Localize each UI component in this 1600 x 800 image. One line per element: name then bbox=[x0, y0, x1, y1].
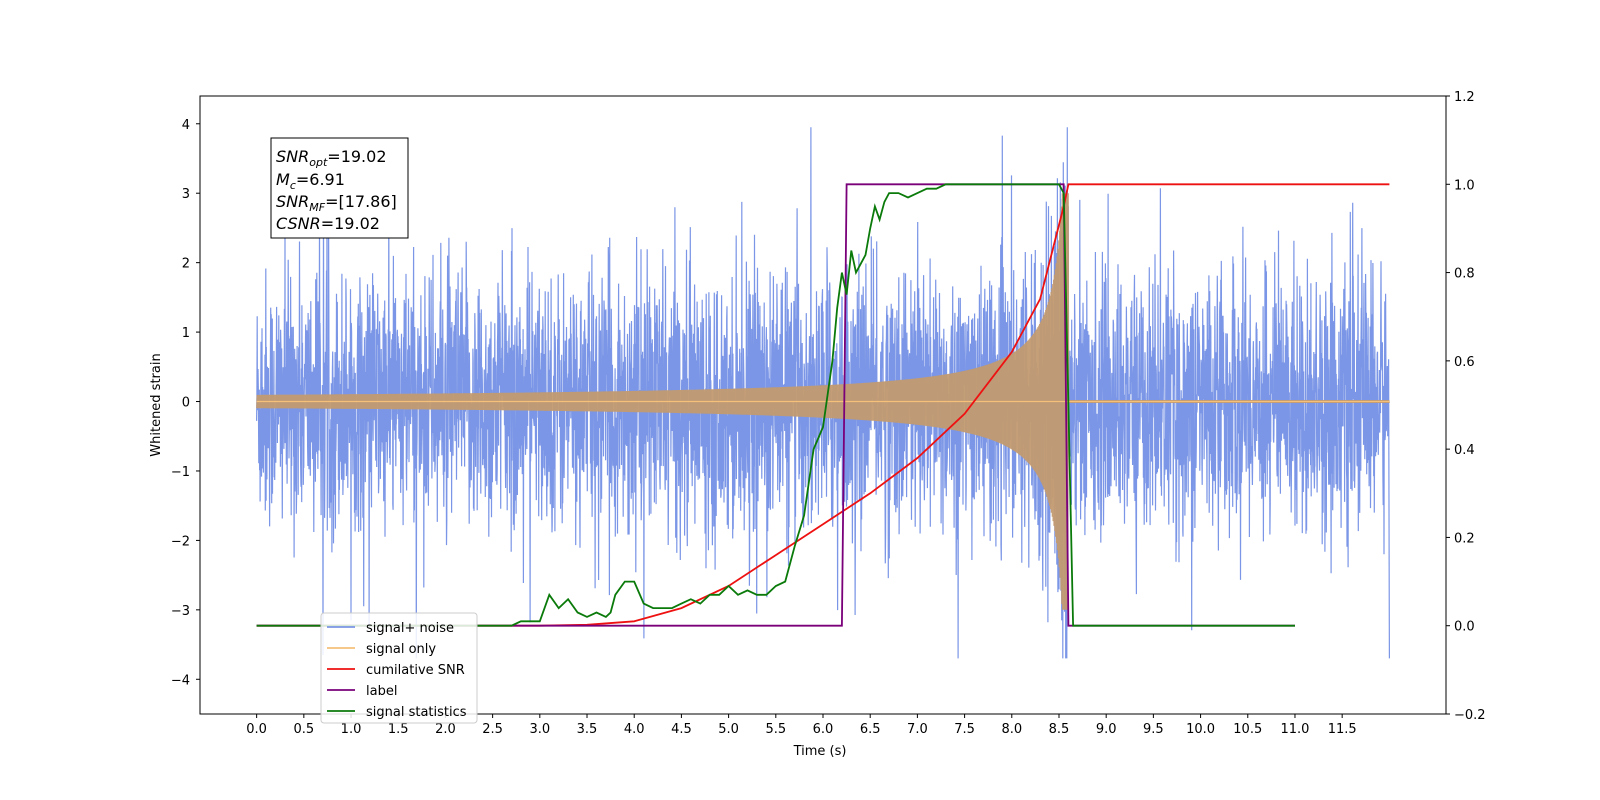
x-axis-ticks: 0.0 0.5 1.0 1.5 2.0 2.5 3.0 3.5 4.0 4.5 5.0 5.5 6.0 6… bbox=[246, 714, 1357, 737]
x-tick-label: 7.5 bbox=[954, 722, 975, 737]
x-tick-label: 10.5 bbox=[1233, 722, 1262, 737]
y2-tick-label: 0.8 bbox=[1454, 267, 1475, 282]
x-tick-label: 2.0 bbox=[435, 722, 456, 737]
legend-cumulative-snr-text: cumilative SNR bbox=[366, 663, 465, 678]
y2-tick-label: −0.2 bbox=[1454, 708, 1486, 723]
x-tick-label: 8.5 bbox=[1049, 722, 1070, 737]
legend-frame bbox=[320, 612, 478, 724]
x-tick-label: 0.5 bbox=[293, 722, 314, 737]
x-tick-label: 10.0 bbox=[1186, 722, 1215, 737]
legend: signal+ noise signal only cumilative SNR la… bbox=[320, 612, 478, 724]
x-tick-label: 4.5 bbox=[671, 722, 692, 737]
x-axis-label: Time (s) bbox=[793, 744, 847, 759]
y-tick-label: −2 bbox=[171, 534, 190, 549]
legend-signal-statistics-text: signal statistics bbox=[366, 705, 467, 720]
x-tick-label: 0.0 bbox=[246, 722, 267, 737]
y-tick-label: −1 bbox=[171, 465, 190, 480]
x-tick-label: 11.0 bbox=[1280, 722, 1309, 737]
legend-label-text: label bbox=[366, 684, 397, 699]
y-tick-label: 1 bbox=[182, 326, 190, 341]
x-tick-label: 2.5 bbox=[482, 722, 503, 737]
stats-box-frame bbox=[270, 137, 409, 239]
stats-csnr: CSNR=19.02 bbox=[276, 214, 380, 233]
y-tick-label: 4 bbox=[182, 118, 190, 133]
x-tick-label: 9.0 bbox=[1096, 722, 1117, 737]
legend-signal-noise-text: signal+ noise bbox=[366, 621, 454, 636]
x-tick-label: 6.0 bbox=[813, 722, 834, 737]
x-tick-label: 3.5 bbox=[577, 722, 598, 737]
y-axis-label: Whitened strain bbox=[149, 353, 164, 456]
y-tick-label: −4 bbox=[171, 673, 190, 688]
y2-tick-label: 0.4 bbox=[1454, 443, 1475, 458]
x-tick-label: 1.5 bbox=[388, 722, 409, 737]
y2-tick-label: 0.0 bbox=[1454, 620, 1475, 635]
y-tick-label: 2 bbox=[182, 257, 190, 272]
series-signal-noise bbox=[256, 127, 1390, 659]
y2-axis-ticks: −0.2 0.0 0.2 0.4 0.6 0.8 1.0 1.2 bbox=[1446, 90, 1486, 723]
series-layer bbox=[256, 127, 1390, 659]
y-tick-label: 3 bbox=[182, 187, 190, 202]
y-tick-label: −3 bbox=[171, 604, 190, 619]
x-tick-label: 3.0 bbox=[529, 722, 550, 737]
y2-tick-label: 0.6 bbox=[1454, 355, 1475, 370]
y2-tick-label: 0.2 bbox=[1454, 531, 1475, 546]
y2-tick-label: 1.0 bbox=[1454, 178, 1475, 193]
stats-box: SNRopt=19.02 Mc=6.91 SNRMF=[17.86] CSNR=… bbox=[270, 137, 409, 239]
x-tick-label: 1.0 bbox=[341, 722, 362, 737]
legend-signal-only-text: signal only bbox=[366, 642, 436, 657]
y2-tick-label: 1.2 bbox=[1454, 90, 1475, 105]
x-tick-label: 9.5 bbox=[1143, 722, 1164, 737]
y-axis-ticks: −4 −3 −2 −1 0 1 2 3 4 bbox=[171, 118, 200, 688]
y-tick-label: 0 bbox=[182, 396, 190, 411]
x-tick-label: 5.5 bbox=[765, 722, 786, 737]
x-tick-label: 4.0 bbox=[624, 722, 645, 737]
x-tick-label: 11.5 bbox=[1328, 722, 1357, 737]
x-tick-label: 5.0 bbox=[718, 722, 739, 737]
x-tick-label: 7.0 bbox=[907, 722, 928, 737]
stats-mc: Mc=6.91 bbox=[276, 170, 345, 192]
x-tick-label: 8.0 bbox=[1001, 722, 1022, 737]
stats-snr-mf: SNRMF=[17.86] bbox=[276, 192, 397, 214]
stats-snr-opt: SNRopt=19.02 bbox=[276, 147, 387, 169]
series-cumulative-snr bbox=[256, 183, 1390, 627]
series-signal-statistics bbox=[256, 183, 1295, 627]
x-tick-label: 6.5 bbox=[860, 722, 881, 737]
